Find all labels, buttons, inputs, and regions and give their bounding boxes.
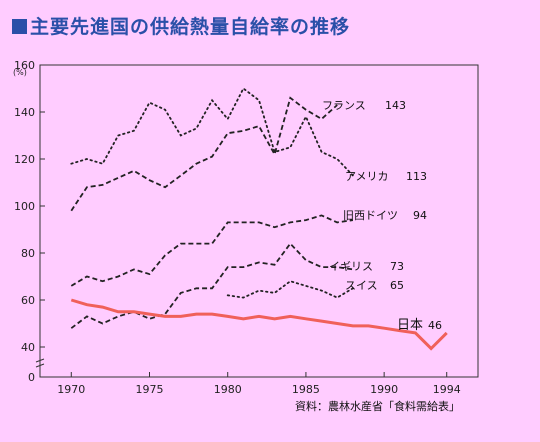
series-name-label: フランス — [322, 99, 366, 112]
series-name-label: 日本 — [397, 318, 423, 333]
chart-axes: 0 40 60 80 100 120 140 160(%) 1970 1975 1980 1985 19… — [13, 59, 479, 396]
plot-frame — [39, 64, 479, 378]
x-tick-label: 1970 — [57, 383, 85, 396]
x-tick-label: 1990 — [370, 383, 398, 396]
series-end-value-label: 73 — [390, 260, 404, 273]
y-tick-label: 160 — [14, 59, 35, 72]
series-name-label: イギリス — [329, 260, 373, 273]
y-axis-unit: (%) — [13, 68, 27, 77]
y-tick-label: 100 — [14, 200, 35, 213]
series-end-value-label: 94 — [413, 209, 427, 222]
series-name-label: スイス — [345, 279, 378, 292]
series-line-1 — [70, 87, 354, 177]
y-tick-label: 140 — [14, 106, 35, 119]
series-end-value-label: 113 — [406, 170, 427, 183]
chart-title: 主要先進国の供給熱量自給率の推移 — [12, 12, 350, 39]
series-line-4 — [226, 280, 354, 299]
y-axis-break — [35, 358, 45, 368]
x-tick-label: 1980 — [214, 383, 242, 396]
chart-title-text: 主要先進国の供給熱量自給率の推移 — [30, 16, 351, 38]
series-line-2 — [70, 214, 354, 287]
x-tick-label: 1975 — [136, 383, 164, 396]
series-end-value-label: 65 — [390, 279, 404, 292]
y-tick-label: 40 — [21, 341, 35, 354]
series-line-3 — [70, 242, 354, 329]
y-tick-label: 80 — [21, 247, 35, 260]
series-end-value-label: 46 — [428, 319, 442, 332]
series-name-label: アメリカ — [345, 170, 388, 183]
y-tick-label: 60 — [21, 294, 35, 307]
y-tick-label: 120 — [14, 153, 35, 166]
series-line-0 — [70, 96, 338, 212]
series-labels: フランス 143 アメリカ 113 旧西ドイツ 94 イギリス 73 スイス 65 日本 46 — [322, 99, 442, 333]
series-line-5 — [70, 298, 448, 351]
x-tick-label: 1994 — [433, 383, 461, 396]
chart-source: 資料：農林水産省「食料需給表」 — [295, 399, 460, 413]
x-tick-label: 1985 — [292, 383, 320, 396]
series-name-label: 旧西ドイツ — [343, 209, 398, 222]
title-square-icon — [12, 19, 27, 34]
chart-series — [70, 87, 448, 351]
series-end-value-label: 143 — [385, 99, 406, 112]
y-tick-label: 0 — [28, 371, 35, 384]
